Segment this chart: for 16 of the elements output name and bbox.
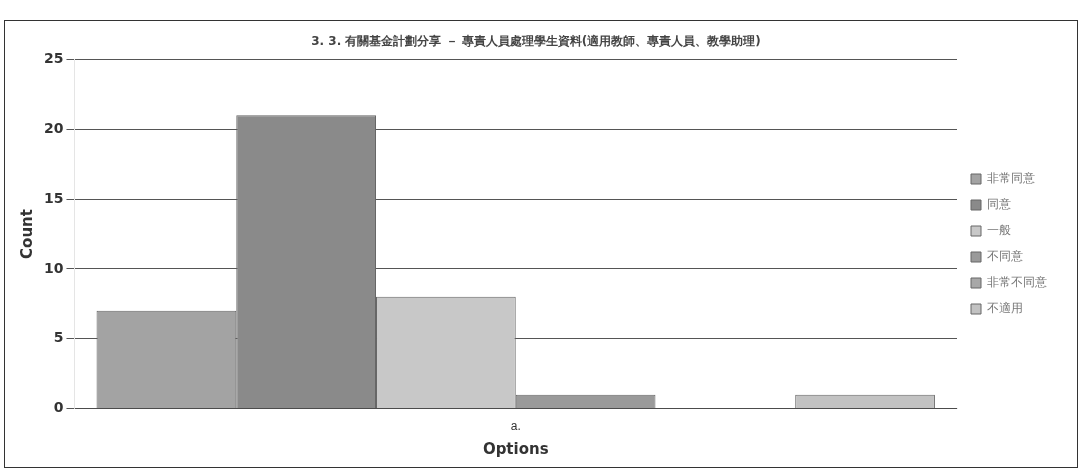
y-tick-label: 10 [44, 259, 64, 276]
y-tick-label: 25 [44, 50, 64, 67]
legend-label: 不同意 [987, 249, 1023, 264]
y-tick-label: 15 [44, 189, 64, 206]
x-axis-title: Options [482, 439, 549, 458]
legend-label: 非常同意 [987, 171, 1035, 186]
y-tick-label: 0 [53, 399, 64, 416]
legend-label: 不適用 [987, 301, 1023, 316]
y-axis-title: Count [17, 209, 36, 259]
legend-label: 一般 [987, 223, 1011, 238]
chart-title: 3. 3. 有關基金計劃分享 － 專責人員處理學生資料(適用教師、專責人員、教學助理) [311, 34, 761, 49]
legend-label: 同意 [987, 197, 1011, 212]
y-tick-label: 20 [44, 119, 64, 136]
legend-label: 非常不同意 [987, 275, 1047, 290]
y-tick-label: 5 [53, 329, 64, 346]
x-tick-label: a. [510, 419, 521, 434]
